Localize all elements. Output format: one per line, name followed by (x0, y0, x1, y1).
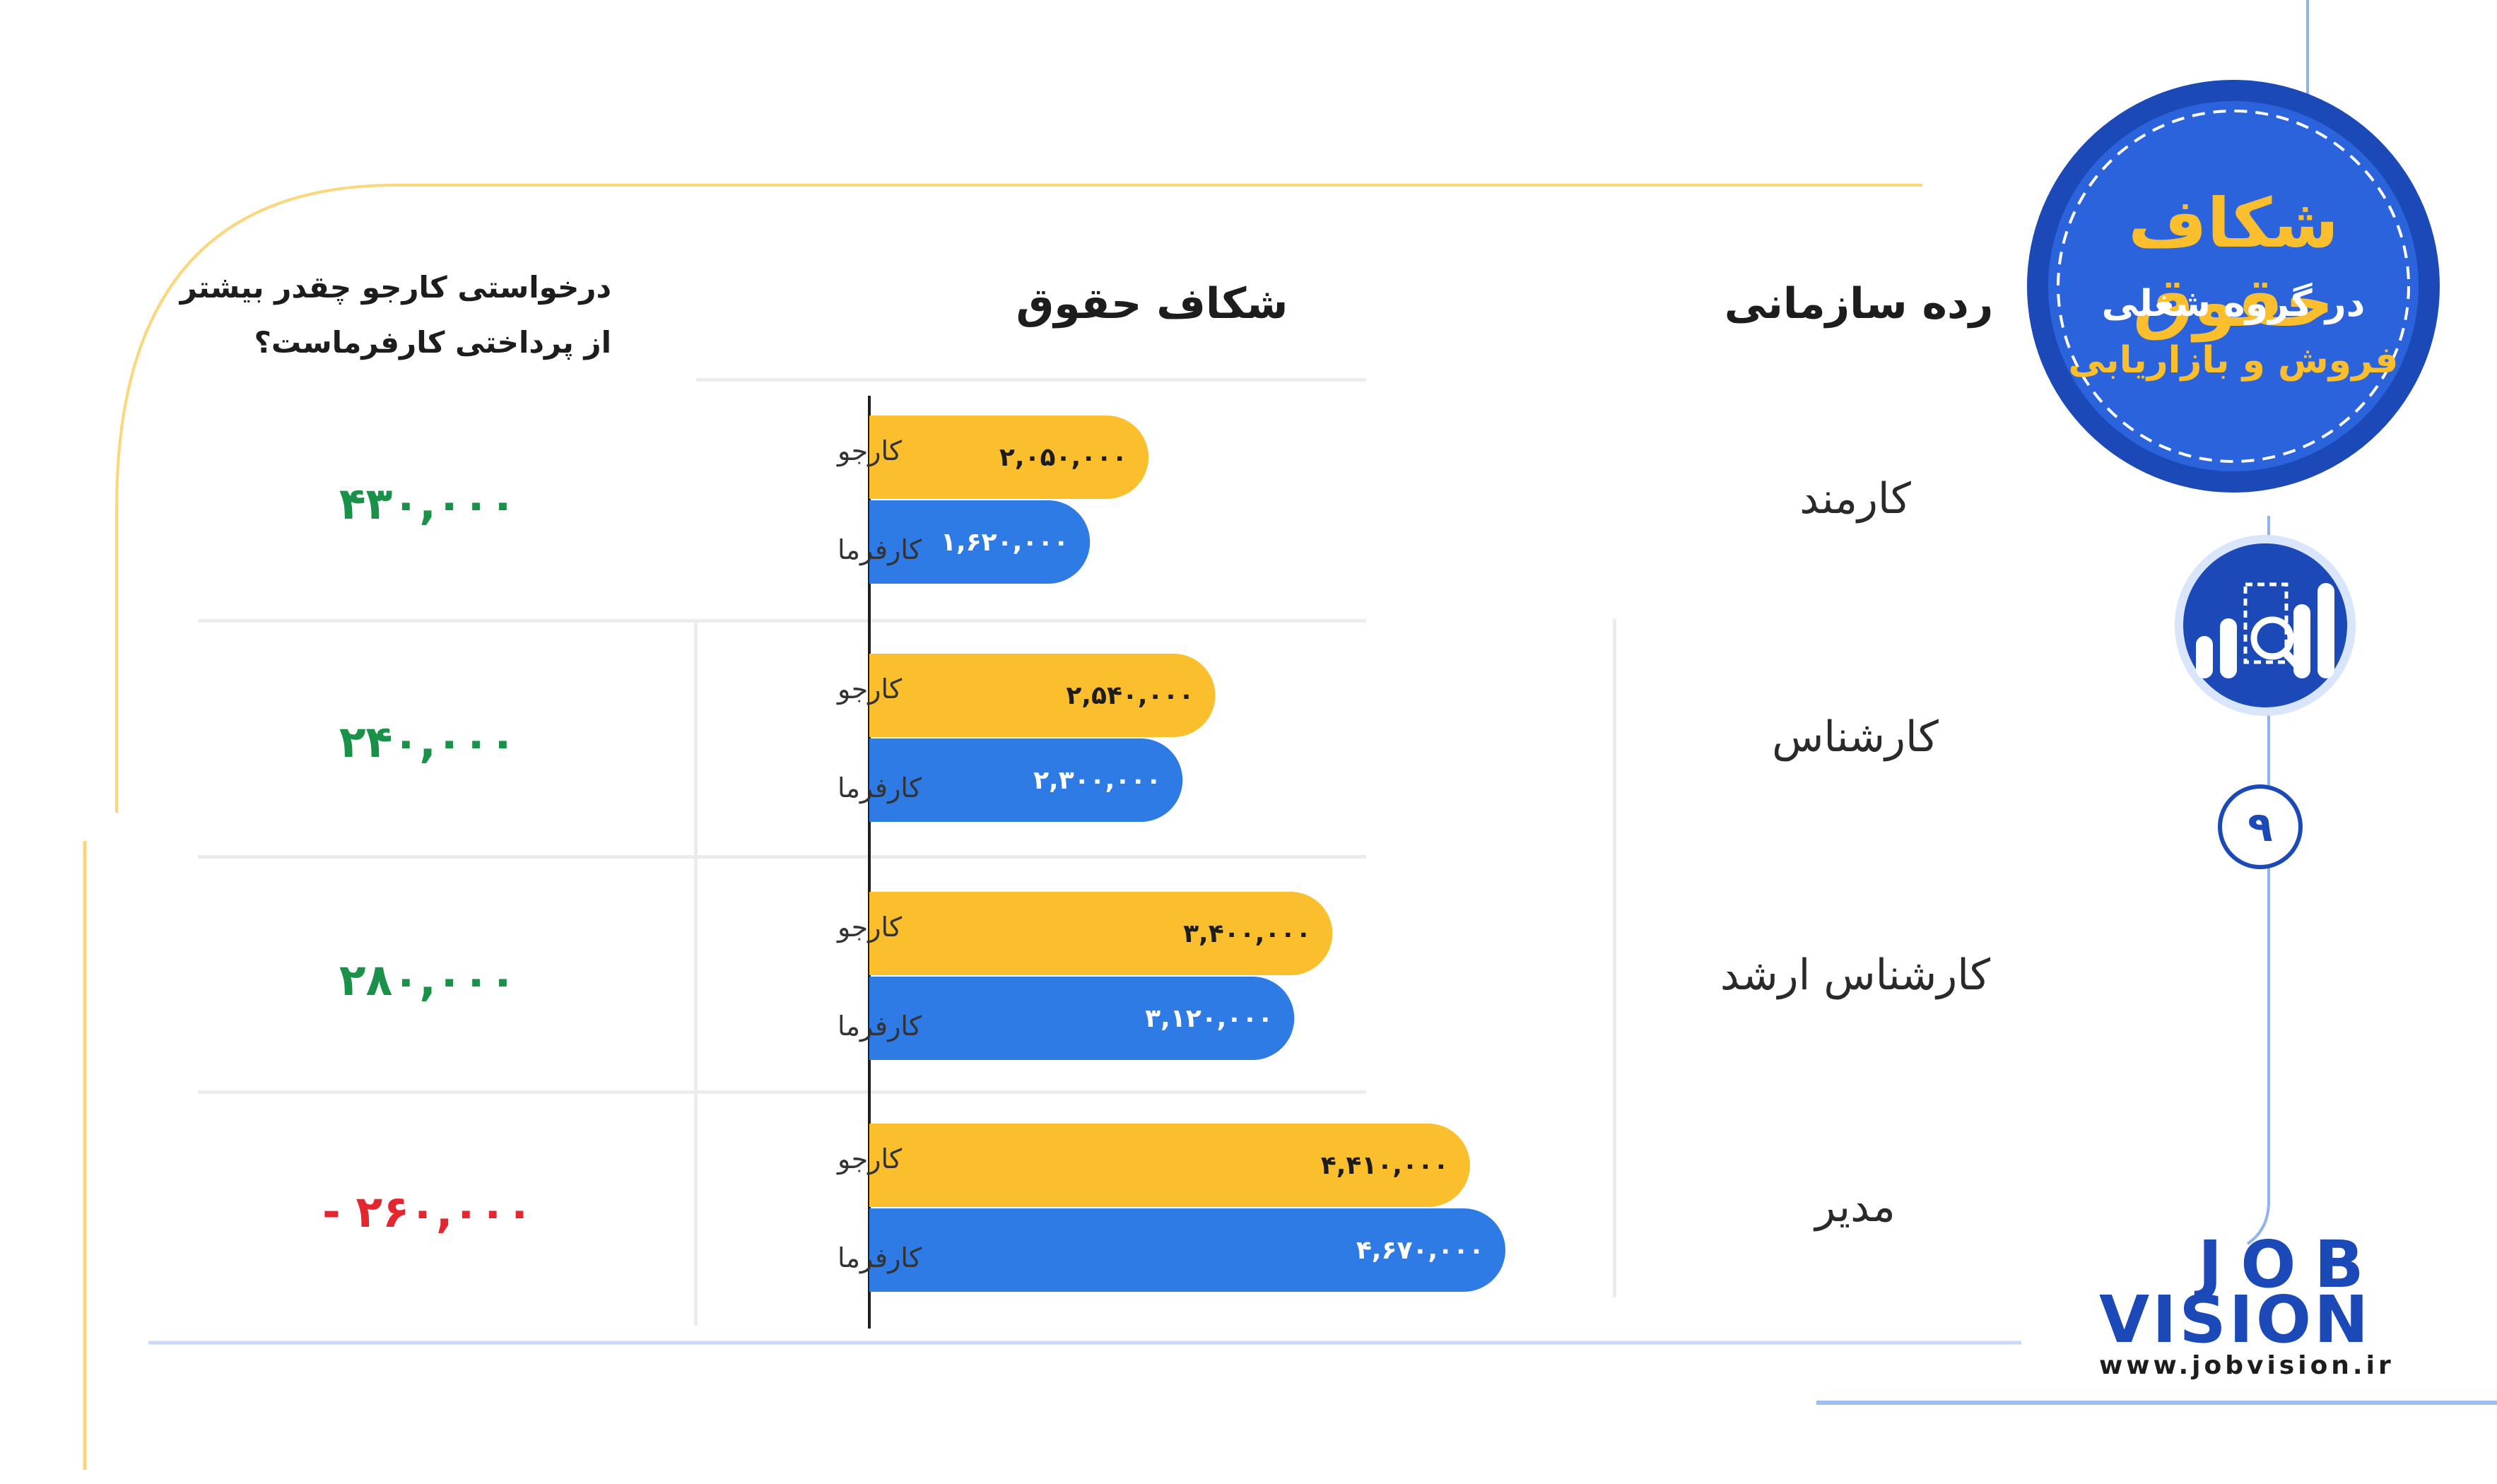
gap-difference-value: ۲۴۰,۰۰۰ (339, 716, 517, 767)
page-number: ۹ (2218, 784, 2303, 869)
logo-line1: JOB (2198, 1227, 2383, 1302)
level-label: کارشناس (1772, 712, 1939, 762)
gap-column-header: شکاف حقوق (1016, 279, 1288, 329)
jobseeker-bar-label: ۳,۴۰۰,۰۰۰ (1183, 919, 1311, 948)
gap-difference-value: ۲۸۰,۰۰۰ (339, 954, 517, 1006)
employer-series-label: کارفرما (838, 534, 922, 566)
employer-bar-label: ۱,۶۲۰,۰۰۰ (941, 528, 1069, 557)
employer-bar-label: ۲,۳۰۰,۰۰۰ (1033, 766, 1161, 795)
jobseeker-series-label: کارجو (836, 1143, 903, 1175)
employer-bar (869, 1208, 1505, 1292)
jobseeker-bar (869, 416, 1149, 499)
employer-bar-label: ۴,۶۷۰,۰۰۰ (1356, 1236, 1484, 1265)
grid-line (198, 1090, 1366, 1094)
question-header-line2: از پرداختی کارفرماست؟ (254, 325, 611, 360)
jobseeker-series-label: کارجو (836, 912, 903, 943)
employer-bar (869, 977, 1295, 1060)
jobseeker-bar-label: ۲,۰۵۰,۰۰۰ (999, 443, 1127, 472)
page-number-text: ۹ (2248, 803, 2273, 851)
employer-bar (869, 738, 1183, 822)
jobseeker-series-label: کارجو (836, 435, 903, 467)
jobseeker-series-label: کارجو (836, 673, 903, 705)
grid-line (694, 619, 698, 1326)
jobseeker-bar (869, 1124, 1470, 1207)
grid-line (1613, 619, 1616, 1297)
employer-bar-label: ۳,۱۲۰,۰۰۰ (1145, 1004, 1273, 1033)
level-column-header: رده سازمانی (1724, 279, 1994, 329)
employer-series-label: کارفرما (838, 1242, 922, 1274)
employer-series-label: کارفرما (838, 772, 922, 804)
jobseeker-bar-label: ۲,۵۴۰,۰۰۰ (1066, 681, 1194, 710)
grid-line (696, 378, 1366, 382)
badge-line1: در گروه شغلی (2101, 283, 2366, 325)
employer-series-label: کارفرما (838, 1011, 922, 1042)
jobvision-logo: JOB VISION www.jobvision.ir (2085, 1227, 2395, 1385)
level-label: کارشناس ارشد (1720, 950, 1991, 1000)
badge-circle (2027, 80, 2440, 493)
level-label: کارمند (1799, 474, 1911, 524)
website-url: www.jobvision.ir (2099, 1351, 2395, 1380)
jobseeker-bar (869, 654, 1216, 737)
jobseeker-bar (869, 892, 1333, 975)
title-badge: شکاف حقوق در گروه شغلی فروش و بازاریابی (2025, 78, 2442, 495)
badge-line2: فروش و بازاریابی (2068, 339, 2399, 382)
grid-line (198, 619, 1366, 623)
gap-difference-value: ۴۳۰,۰۰۰ (339, 478, 517, 529)
logo-line2: VISION (2099, 1282, 2372, 1358)
question-header-line1: درخواستی کارجو چقدر بیشتر (180, 270, 611, 305)
level-label: مدیر (1813, 1182, 1895, 1232)
badge-title: شکاف حقوق (2128, 184, 2339, 342)
jobseeker-bar-label: ۴,۴۱۰,۰۰۰ (1321, 1151, 1449, 1180)
grid-line (198, 855, 1366, 859)
analytics-icon (2173, 534, 2357, 717)
employer-bar (869, 500, 1091, 584)
gap-difference-value: - ۲۶۰,۰۰۰ (322, 1186, 533, 1237)
